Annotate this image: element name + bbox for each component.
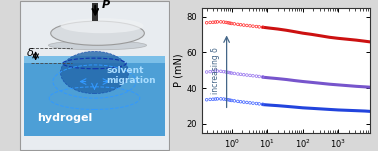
Text: increasing δ: increasing δ <box>211 47 220 94</box>
Point <box>225 99 231 101</box>
Point <box>204 99 210 101</box>
Point <box>238 24 244 26</box>
Point <box>238 73 244 76</box>
Point <box>210 98 216 100</box>
Point <box>250 25 256 27</box>
Point <box>221 98 227 100</box>
Point <box>204 71 210 73</box>
Text: δ: δ <box>26 48 33 58</box>
Point <box>241 101 247 103</box>
Point <box>227 22 233 24</box>
Point <box>218 70 224 72</box>
Point <box>235 100 241 103</box>
Point <box>256 75 262 78</box>
Y-axis label: P (mN): P (mN) <box>174 53 184 87</box>
Point <box>229 72 235 74</box>
Point <box>207 70 213 73</box>
Ellipse shape <box>60 51 129 94</box>
Point <box>253 25 259 28</box>
Point <box>227 72 233 74</box>
Point <box>221 21 227 23</box>
Point <box>250 102 256 104</box>
Point <box>244 74 250 76</box>
Point <box>244 101 250 104</box>
Point <box>221 70 227 73</box>
Point <box>260 26 266 28</box>
Point <box>238 101 244 103</box>
Point <box>229 22 235 25</box>
Point <box>227 99 233 101</box>
Point <box>223 21 229 24</box>
Ellipse shape <box>60 18 144 33</box>
FancyBboxPatch shape <box>92 3 98 21</box>
Point <box>214 98 220 100</box>
Point <box>260 103 266 105</box>
Point <box>260 76 266 78</box>
Point <box>223 98 229 101</box>
Point <box>235 23 241 26</box>
Point <box>235 73 241 75</box>
Point <box>253 75 259 77</box>
Point <box>250 75 256 77</box>
Point <box>212 70 218 72</box>
Point <box>247 74 253 77</box>
Point <box>256 103 262 105</box>
Point <box>210 70 216 72</box>
Point <box>231 72 237 75</box>
Text: P: P <box>102 0 110 10</box>
Point <box>212 21 218 23</box>
Point <box>207 98 213 101</box>
Point <box>241 24 247 26</box>
FancyBboxPatch shape <box>23 63 166 136</box>
Point <box>253 102 259 105</box>
Point <box>218 98 224 100</box>
Ellipse shape <box>51 21 144 45</box>
Point <box>225 71 231 74</box>
Text: hydrogel: hydrogel <box>37 113 92 123</box>
Point <box>223 71 229 73</box>
Point <box>225 22 231 24</box>
Point <box>218 21 224 23</box>
Point <box>212 98 218 100</box>
Point <box>244 24 250 27</box>
Point <box>214 21 220 23</box>
Point <box>231 100 237 102</box>
Point <box>256 26 262 28</box>
Point <box>204 22 210 24</box>
Point <box>214 70 220 72</box>
Text: solvent
migration: solvent migration <box>107 66 156 85</box>
FancyBboxPatch shape <box>20 1 169 150</box>
Point <box>210 21 216 23</box>
Point <box>247 102 253 104</box>
Point <box>207 21 213 24</box>
Ellipse shape <box>48 41 147 50</box>
Point <box>241 74 247 76</box>
Point <box>231 23 237 25</box>
FancyBboxPatch shape <box>23 56 166 63</box>
Point <box>229 99 235 102</box>
Point <box>247 25 253 27</box>
